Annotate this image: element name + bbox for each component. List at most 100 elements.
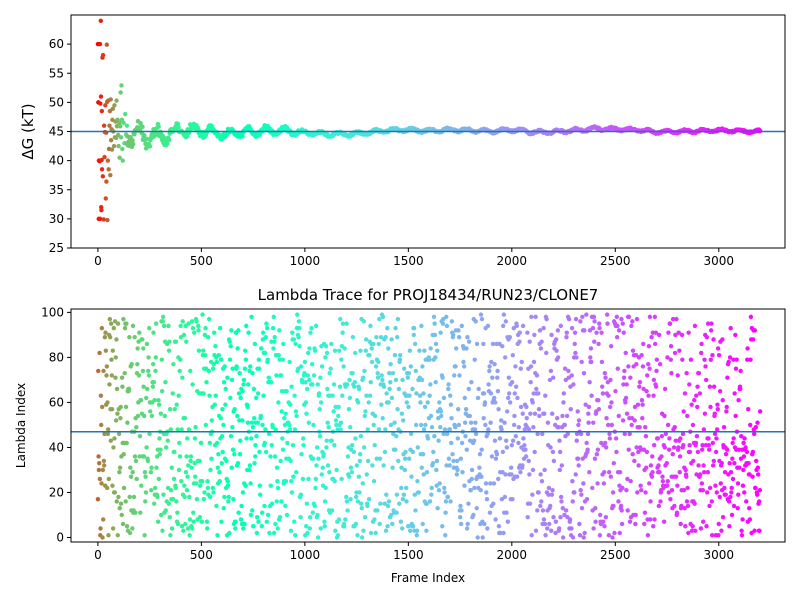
lambda-point	[396, 386, 402, 392]
lambda-point	[367, 393, 373, 398]
lambda-point	[256, 357, 262, 362]
lambda-point	[530, 400, 535, 405]
lambda-point	[671, 445, 677, 450]
lambda-point	[618, 503, 624, 509]
lambda-point	[235, 461, 241, 466]
lambda-point	[501, 530, 506, 536]
lambda-point	[674, 316, 679, 322]
lambda-point	[240, 490, 246, 495]
lambda-point	[256, 519, 261, 524]
lambda-point	[728, 325, 733, 331]
lambda-point	[115, 411, 120, 416]
lambda-point	[518, 470, 523, 475]
lambda-point	[261, 393, 266, 398]
lambda-point	[124, 524, 130, 529]
lambda-point	[101, 458, 107, 464]
lambda-point	[413, 422, 419, 428]
lambda-point	[752, 431, 757, 437]
lambda-point	[193, 424, 198, 430]
lambda-point	[127, 494, 132, 500]
delta-g-point	[101, 217, 106, 222]
lambda-point	[99, 422, 104, 428]
lambda-point	[594, 330, 599, 335]
lambda-point	[443, 533, 448, 538]
lambda-point	[685, 413, 690, 419]
lambda-point	[365, 458, 371, 464]
delta-g-point	[117, 155, 122, 160]
lambda-point	[680, 357, 685, 362]
lambda-point	[348, 497, 353, 502]
lambda-point	[566, 368, 571, 374]
lambda-point	[545, 420, 551, 425]
lambda-point	[533, 314, 538, 320]
lambda-point	[264, 519, 269, 524]
lambda-point	[368, 379, 373, 385]
lambda-point	[670, 452, 675, 457]
lambda-point	[247, 368, 252, 374]
lambda-point	[376, 341, 381, 347]
lambda-point	[446, 456, 452, 461]
lambda-point	[359, 506, 365, 511]
lambda-point	[706, 436, 711, 441]
lambda-point	[320, 465, 325, 470]
lambda-point	[414, 533, 419, 538]
lambda-point	[433, 341, 439, 347]
lambda-point	[453, 364, 458, 369]
lambda-point	[201, 497, 207, 502]
lambda-point	[415, 445, 420, 450]
lambda-point	[423, 422, 428, 428]
lambda-point	[130, 470, 135, 475]
lambda-point	[143, 474, 148, 479]
lambda-point	[725, 375, 730, 380]
delta-g-point	[103, 103, 108, 108]
lambda-point	[603, 445, 609, 450]
lambda-point	[180, 375, 185, 380]
lambda-point	[572, 330, 578, 335]
lambda-point	[706, 442, 712, 448]
lambda-point	[269, 442, 274, 448]
lambda-point	[366, 400, 371, 405]
lambda-point	[143, 490, 149, 495]
lambda-point	[157, 436, 162, 441]
lambda-point	[362, 368, 367, 374]
lambda-point	[407, 528, 413, 533]
lambda-point	[185, 474, 190, 479]
lambda-point	[316, 456, 321, 461]
lambda-point	[200, 312, 205, 317]
lambda-point	[442, 490, 447, 495]
lambda-point	[181, 332, 187, 338]
lambda-point	[274, 499, 279, 504]
lambda-point	[596, 397, 601, 403]
lambda-point	[615, 366, 620, 371]
lambda-point	[133, 458, 139, 464]
lambda-x-ticks: 0 500 1000 1500 2000 2500 3000	[94, 542, 734, 562]
lambda-point	[496, 476, 501, 482]
lambda-point	[681, 442, 686, 448]
lambda-point	[720, 337, 725, 342]
lambda-point	[700, 442, 705, 448]
lambda-point	[226, 494, 231, 500]
lambda-point	[299, 364, 304, 369]
lambda-point	[557, 449, 563, 455]
lambda-point	[512, 413, 517, 419]
lambda-point	[410, 524, 416, 529]
lambda-point	[389, 337, 394, 342]
lambda-point	[203, 422, 209, 428]
lambda-point	[458, 521, 464, 527]
lambda-point	[329, 508, 335, 513]
lambda-point	[611, 461, 617, 466]
lambda-point	[185, 436, 190, 441]
lambda-point	[442, 427, 448, 432]
lambda-point	[221, 506, 226, 511]
lambda-point	[170, 497, 176, 502]
lambda-point	[257, 449, 262, 455]
lambda-point	[106, 533, 111, 538]
lambda-point	[587, 379, 592, 385]
lambda-point	[212, 402, 217, 407]
lambda-point	[280, 436, 285, 441]
lambda-point	[510, 352, 516, 358]
lambda-point	[487, 510, 493, 515]
lambda-point	[359, 535, 365, 540]
delta-g-point	[105, 217, 110, 223]
